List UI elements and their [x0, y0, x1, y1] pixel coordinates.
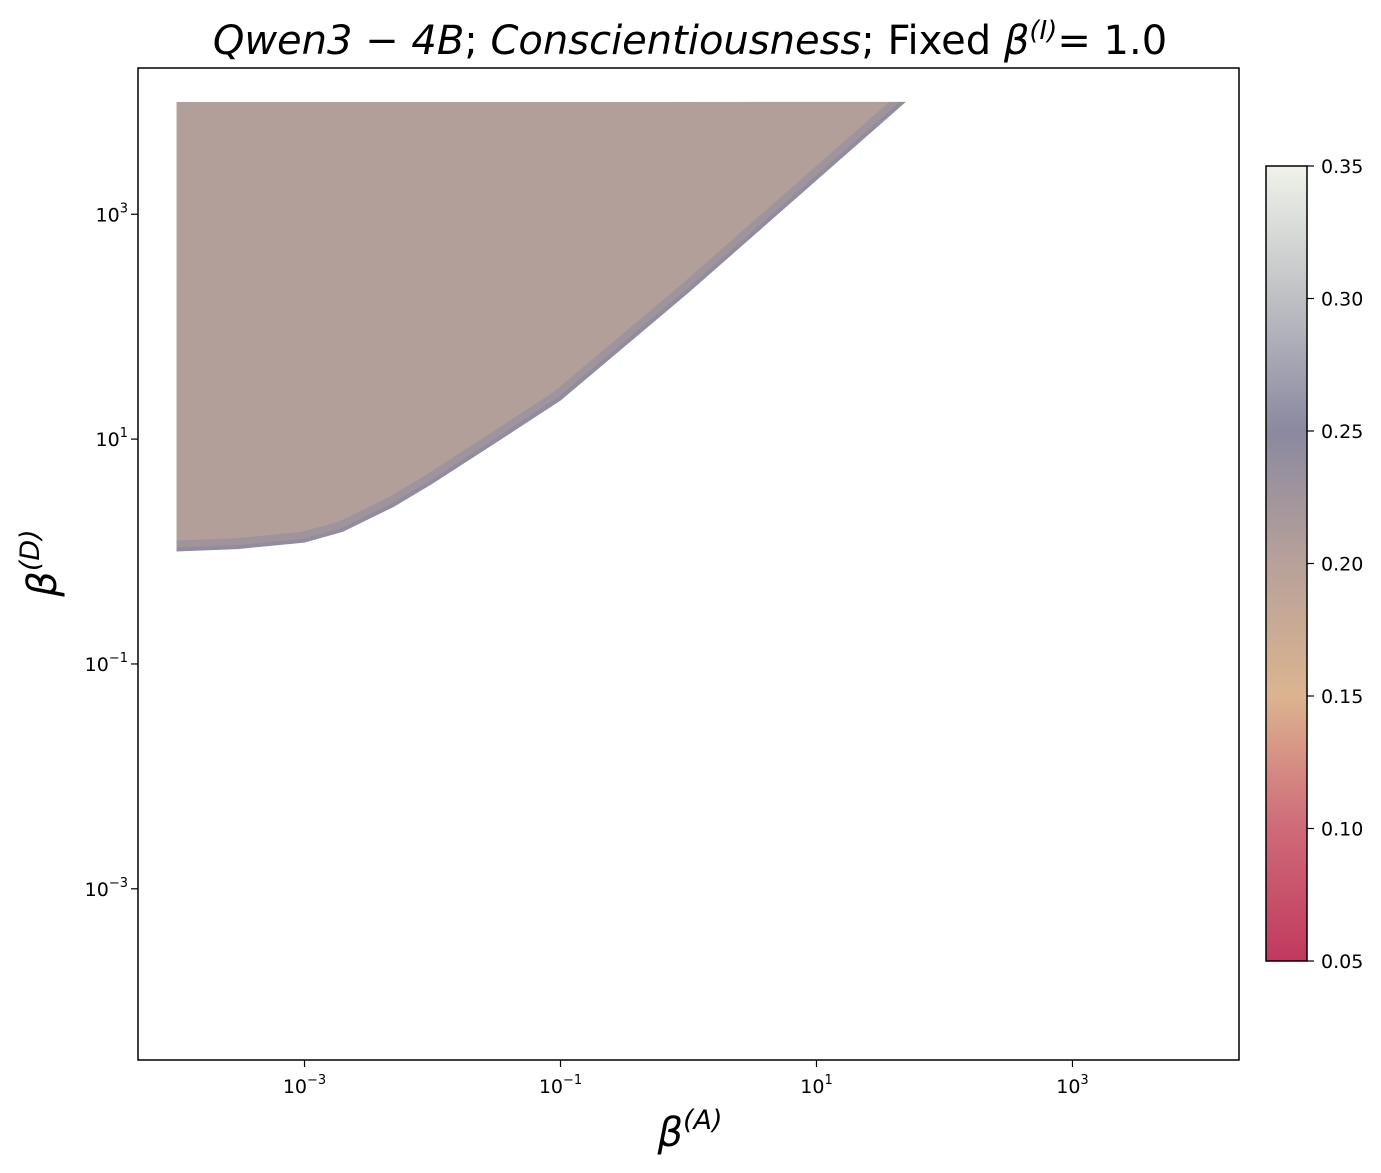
title-model: Qwen3 − 4B	[213, 18, 464, 64]
title-fixed-value: = 1.0	[1057, 18, 1167, 64]
colorbar-tick-label: 0.15	[1321, 686, 1363, 708]
colorbar-tick-label: 0.05	[1321, 951, 1363, 973]
y-axis-symbol: β	[20, 571, 66, 598]
y-tick-label: 10−1	[85, 651, 128, 676]
x-axis-symbol: β	[656, 1110, 683, 1156]
y-tick-label: 10−3	[85, 876, 128, 901]
colorbar-tick-label: 0.20	[1321, 554, 1363, 576]
x-tick-label: 10−1	[539, 1073, 582, 1098]
heatmap-empty-area	[138, 101, 1239, 1060]
x-axis-label: β(A)	[656, 1105, 722, 1156]
title-sep-2: ;	[861, 18, 887, 64]
colorbar-tick-label: 0.25	[1321, 421, 1363, 443]
title-sep-1: ;	[464, 18, 490, 64]
x-axis-ticks: 10−3 10−1 101 103	[283, 1060, 1089, 1098]
x-tick-label: 10−3	[283, 1073, 326, 1098]
heatmap-region	[176, 101, 906, 552]
colorbar	[1265, 165, 1308, 962]
y-axis-sup: (D)	[15, 529, 46, 571]
plot-frame	[137, 67, 1240, 1061]
title-fixed-symbol: β	[1003, 18, 1030, 64]
y-axis-label: β(D)	[15, 529, 66, 597]
chart-title: Qwen3 − 4B; Conscientiousness; Fixed β(I…	[213, 16, 1167, 64]
x-tick-label: 101	[800, 1073, 832, 1098]
x-tick-label: 103	[1056, 1073, 1088, 1098]
heatmap-empty-left	[138, 68, 177, 1060]
colorbar-tick-label: 0.10	[1321, 819, 1363, 841]
x-axis-sup: (A)	[683, 1105, 723, 1136]
colorbar-ticks: 0.05 0.10 0.15 0.20 0.25 0.30 0.35	[1307, 156, 1363, 973]
title-fixed-prefix: Fixed	[887, 18, 991, 64]
colorbar-tick-label: 0.30	[1321, 289, 1363, 311]
y-axis-ticks: 10−3 10−1 101 103	[85, 201, 138, 901]
title-fixed-sup: (I)	[1029, 16, 1057, 46]
heatmap-empty-top	[138, 68, 1239, 102]
title-trait: Conscientiousness	[490, 18, 861, 64]
y-tick-label: 101	[96, 426, 128, 451]
y-tick-label: 103	[96, 201, 128, 226]
colorbar-tick-label: 0.35	[1321, 156, 1363, 178]
